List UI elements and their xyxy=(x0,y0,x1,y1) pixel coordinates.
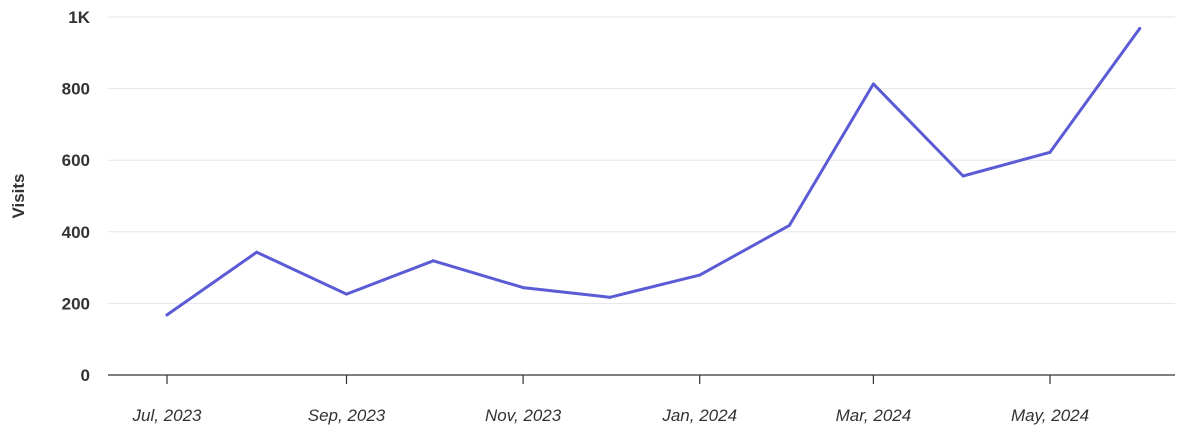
y-tick-label: 600 xyxy=(62,151,90,170)
series-layer xyxy=(165,26,1142,317)
data-point xyxy=(344,292,348,296)
y-tick-label: 400 xyxy=(62,223,90,242)
x-tick-label: Jul, 2023 xyxy=(132,406,203,425)
x-axis-ticks: Jul, 2023 Sep, 2023 Nov, 2023 Jan, 2024 Mar,… xyxy=(132,375,1089,425)
y-tick-label: 1K xyxy=(68,8,90,27)
data-point xyxy=(521,286,525,290)
y-tick-label: 200 xyxy=(62,294,90,313)
y-axis-ticks: 0 200 400 600 800 1K xyxy=(62,8,91,385)
data-point xyxy=(608,295,612,299)
y-tick-label: 0 xyxy=(81,366,90,385)
data-point xyxy=(698,273,702,277)
data-point xyxy=(431,259,435,263)
data-point xyxy=(871,82,875,86)
data-point xyxy=(1138,26,1142,30)
data-point xyxy=(165,313,169,317)
x-tick-label: Sep, 2023 xyxy=(308,406,386,425)
data-point xyxy=(1048,150,1052,154)
x-tick-label: May, 2024 xyxy=(1011,406,1089,425)
x-tick-label: Nov, 2023 xyxy=(485,406,562,425)
x-tick-label: Mar, 2024 xyxy=(836,406,912,425)
y-axis-label: Visits xyxy=(9,173,28,218)
data-point xyxy=(787,223,791,227)
series-line xyxy=(165,27,1142,317)
x-tick-label: Jan, 2024 xyxy=(661,406,737,425)
data-point xyxy=(255,250,259,254)
gridlines xyxy=(108,16,1175,304)
y-tick-label: 800 xyxy=(62,80,90,99)
data-point xyxy=(961,174,965,178)
